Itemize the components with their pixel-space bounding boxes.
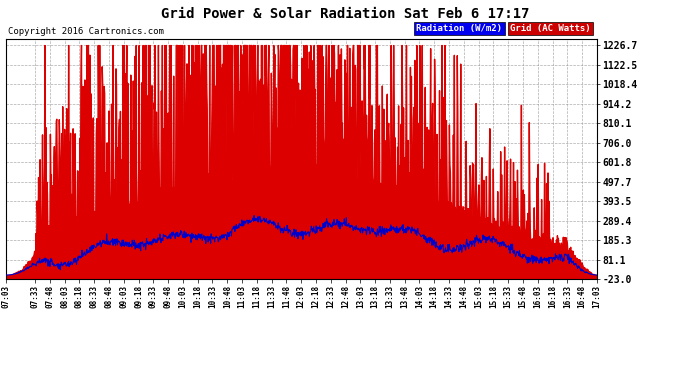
Text: Copyright 2016 Cartronics.com: Copyright 2016 Cartronics.com	[8, 27, 164, 36]
Text: Grid (AC Watts): Grid (AC Watts)	[510, 24, 591, 33]
Text: Radiation (W/m2): Radiation (W/m2)	[417, 24, 502, 33]
Text: Grid Power & Solar Radiation Sat Feb 6 17:17: Grid Power & Solar Radiation Sat Feb 6 1…	[161, 8, 529, 21]
